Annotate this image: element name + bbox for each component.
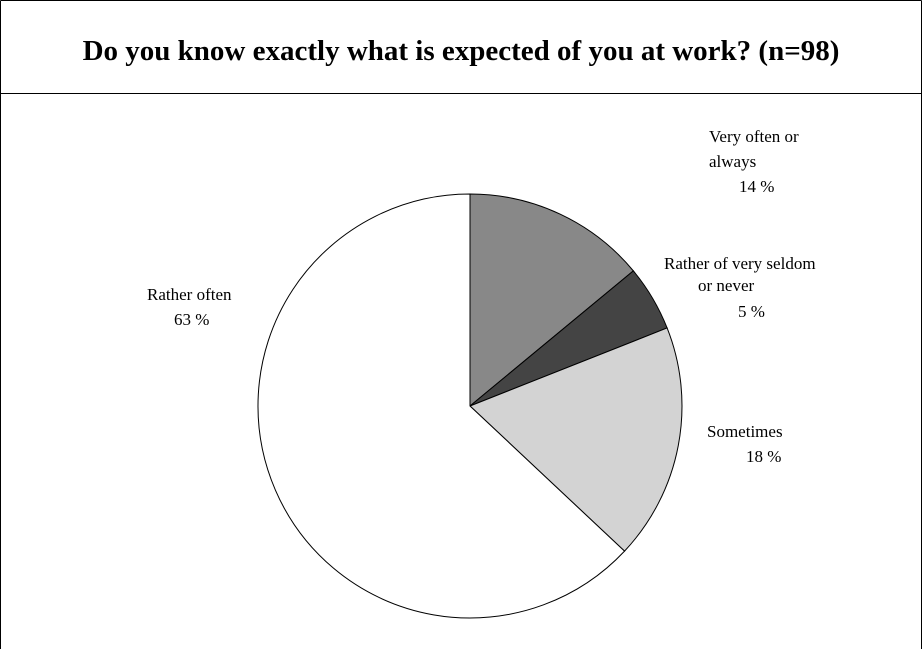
chart-title: Do you know exactly what is expected of … <box>83 35 840 67</box>
slice-value-3: 63 % <box>174 310 209 329</box>
slice-value-1: 5 % <box>738 302 765 321</box>
pie-slice-2 <box>469 327 683 552</box>
slice-label-0-line-1: always <box>709 152 756 171</box>
slice-label-2-line-0: Sometimes <box>707 422 783 441</box>
pie-labels: Very often or always 14 % Rather of very se… <box>147 127 816 466</box>
slice-value-2: 18 % <box>746 447 781 466</box>
pie-slices <box>257 193 683 619</box>
slice-label-3-line-0: Rather often <box>147 285 232 304</box>
slice-label-0-line-0: Very often or <box>709 127 799 146</box>
pie-slice-0 <box>469 193 635 408</box>
slice-label-1-line-0: Rather of very seldom <box>664 254 816 273</box>
pie-slice-3 <box>257 193 626 619</box>
slice-value-0: 14 % <box>739 177 774 196</box>
slice-label-1-line-1: or never <box>698 276 755 295</box>
